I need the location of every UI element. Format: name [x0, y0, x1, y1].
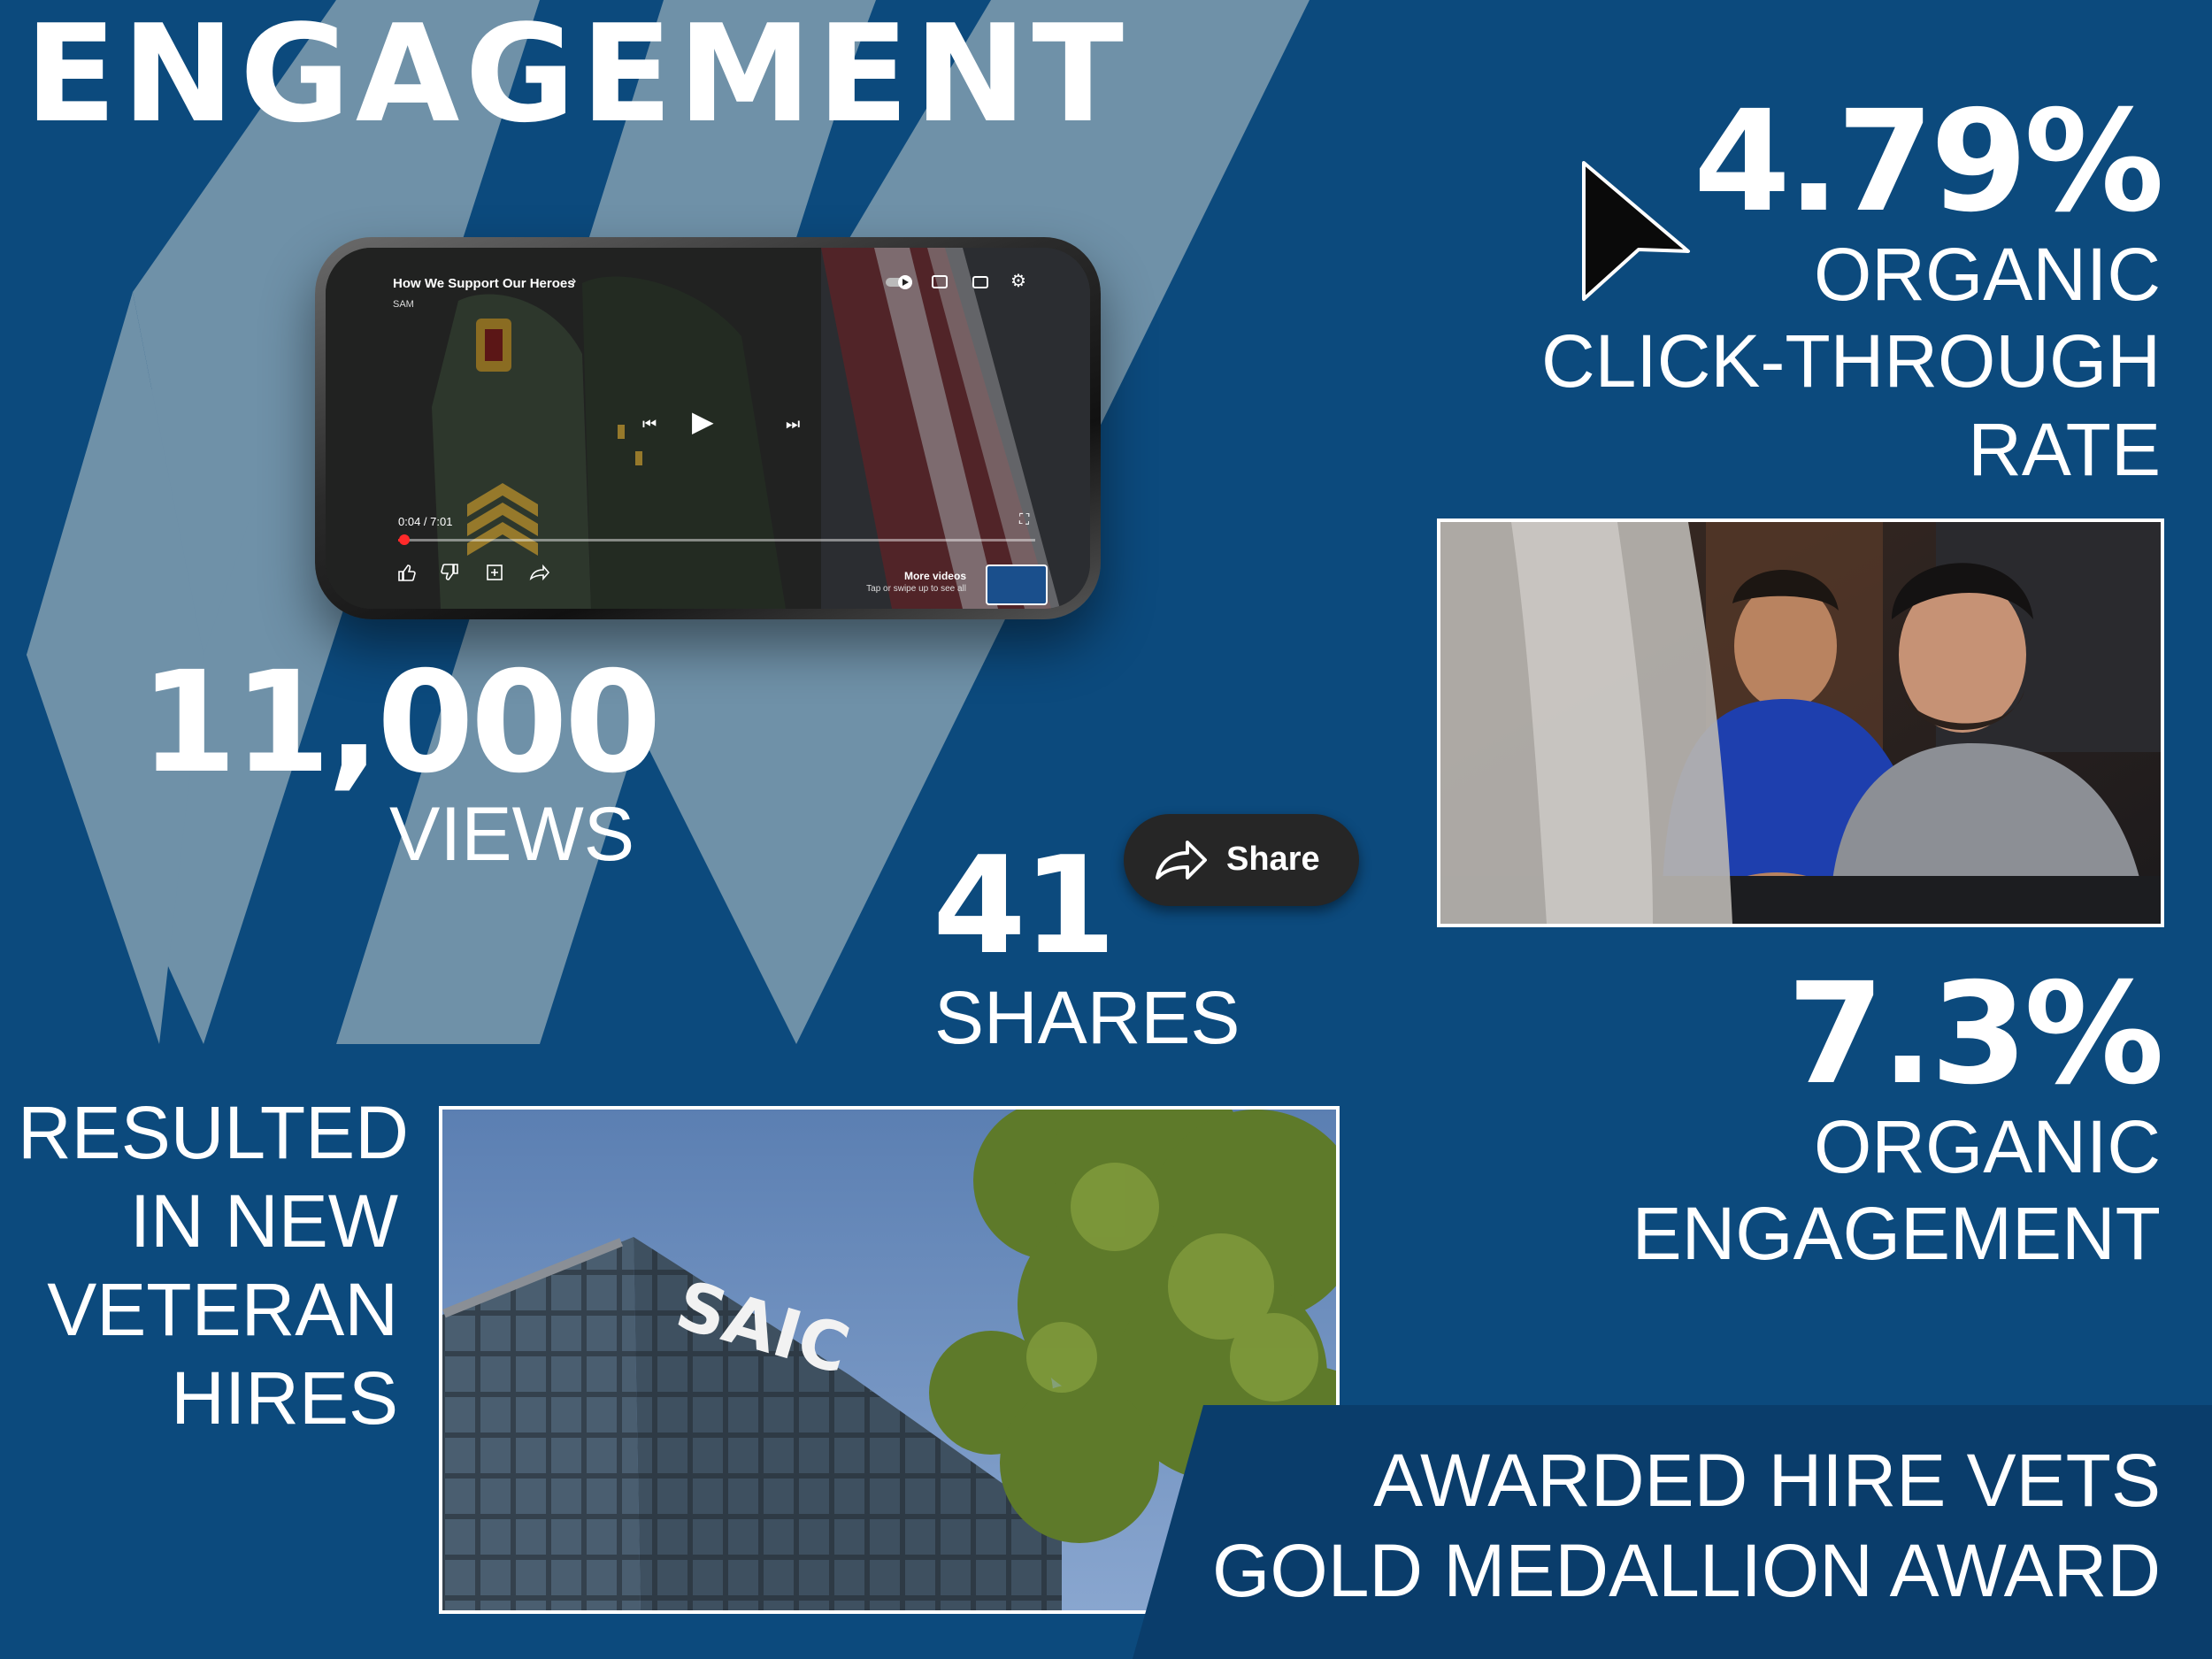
- fullscreen-icon[interactable]: ⛶: [1019, 512, 1030, 527]
- share-button-label: Share: [1226, 841, 1320, 878]
- award-line-1: AWARDED HIRE VETS: [1373, 1439, 2161, 1522]
- phone-mockup: How We Support Our Heroes › SAM ⚙ ⏮ ▶ ⏭ …: [315, 237, 1101, 619]
- more-videos-label[interactable]: More videos: [903, 570, 966, 582]
- share-button[interactable]: Share: [1124, 814, 1359, 906]
- progress-handle[interactable]: [399, 534, 411, 545]
- autoplay-toggle-icon[interactable]: [885, 274, 915, 294]
- progress-bar[interactable]: [398, 534, 1035, 545]
- award-banner: [1133, 1405, 2212, 1659]
- views-value: 11,000: [140, 641, 662, 804]
- video-frame: [326, 248, 1090, 609]
- award-text: AWARDED HIRE VETS GOLD MEDALLION AWARD: [1212, 1435, 2161, 1616]
- cursor-arrow-icon: [1582, 161, 1690, 301]
- hires-line-3: VETERAN: [47, 1268, 398, 1351]
- previous-icon[interactable]: ⏮: [642, 415, 657, 433]
- shares-value: 41: [933, 827, 1117, 984]
- chevron-right-icon: ›: [572, 273, 577, 288]
- channel-name[interactable]: SAM: [393, 299, 414, 310]
- share-arrow-icon: [1156, 841, 1207, 879]
- page-title: ENGAGEMENT: [25, 0, 1130, 152]
- hires-line-4: HIRES: [171, 1356, 398, 1440]
- next-icon[interactable]: ⏭: [786, 415, 801, 433]
- ctr-label-line-2: CLICK-THROUGH: [1540, 319, 2161, 403]
- views-label: VIEWS: [389, 792, 635, 877]
- hires-line-2: IN NEW: [129, 1179, 398, 1263]
- captions-icon[interactable]: [972, 274, 989, 294]
- like-icon[interactable]: [396, 563, 416, 586]
- engagement-value: 7.3%: [1786, 953, 2164, 1116]
- video-player[interactable]: How We Support Our Heroes › SAM ⚙ ⏮ ▶ ⏭ …: [326, 248, 1090, 609]
- cast-icon[interactable]: [931, 274, 949, 294]
- more-videos-thumbnail[interactable]: [986, 565, 1048, 605]
- add-to-playlist-icon[interactable]: [485, 563, 504, 586]
- ctr-value: 4.79%: [1693, 81, 2164, 243]
- award-line-2: GOLD MEDALLION AWARD: [1212, 1529, 2161, 1612]
- shares-label: SHARES: [934, 976, 1240, 1059]
- video-title[interactable]: How We Support Our Heroes: [393, 276, 575, 291]
- share-arrow-icon[interactable]: [529, 563, 550, 586]
- settings-icon[interactable]: ⚙: [1010, 272, 1026, 291]
- video-time: 0:04 / 7:01: [398, 515, 453, 528]
- engagement-label-line-2: ENGAGEMENT: [1632, 1192, 2161, 1275]
- engagement-label-line-1: ORGANIC: [1813, 1105, 2161, 1188]
- dislike-icon[interactable]: [441, 563, 460, 586]
- hires-line-1: RESULTED: [18, 1091, 409, 1174]
- employees-photo: [1437, 518, 2164, 927]
- ctr-label-line-1: ORGANIC: [1813, 233, 2161, 316]
- play-icon[interactable]: ▶: [692, 405, 714, 437]
- more-videos-hint: Tap or swipe up to see all: [866, 584, 966, 594]
- ctr-label-line-3: RATE: [1968, 408, 2161, 491]
